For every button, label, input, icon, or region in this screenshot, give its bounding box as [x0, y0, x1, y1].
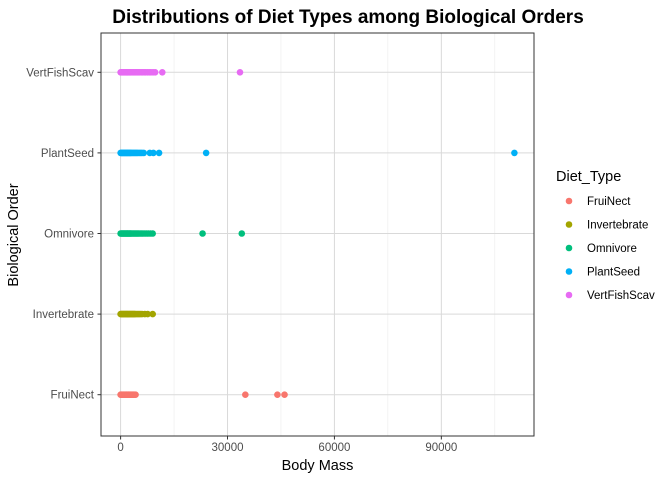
data-point-fruinect [132, 391, 139, 399]
data-point-plantseed [150, 149, 157, 157]
data-point-fruinect [242, 391, 249, 399]
y-axis-title: Biological Order [6, 183, 22, 286]
legend-key-plantseed [565, 268, 573, 275]
data-point-plantseed [155, 149, 163, 157]
data-point-vertfishscav [151, 69, 159, 76]
data-point-plantseed [202, 149, 210, 157]
data-point-fruinect [274, 391, 281, 399]
data-point-vertfishscav [236, 69, 244, 76]
x-axis-ticks: 0 30000 60000 90000 [117, 436, 457, 454]
y-tick-label: VertFishScav [26, 67, 94, 79]
data-point-fruinect [281, 391, 288, 399]
legend-title: Diet_Type [556, 169, 621, 185]
legend-label-fruinect: FruiNect [587, 196, 631, 208]
legend-label-vertfishscav: VertFishScav [587, 290, 655, 302]
data-point-invertebrate [149, 310, 156, 318]
data-point-omnivore [149, 230, 156, 237]
minor-gridlines [173, 33, 496, 436]
y-tick-label: PlantSeed [41, 148, 94, 160]
x-tick-label: 90000 [425, 442, 457, 454]
data-point-plantseed [140, 149, 148, 157]
legend-key-fruinect [565, 197, 573, 205]
data-point-omnivore [238, 230, 246, 237]
major-gridlines [101, 33, 534, 436]
y-axis-ticks: FruiNect Invertebrate Omnivore PlantSeed Ver… [26, 67, 101, 402]
x-tick-label: 0 [117, 442, 123, 454]
data-points [117, 69, 518, 399]
panel-border [100, 32, 535, 437]
chart-title: Distributions of Diet Types among Biolog… [112, 7, 584, 28]
y-tick-label: FruiNect [51, 390, 95, 402]
y-tick-label: Omnivore [44, 229, 94, 241]
y-tick-label: Invertebrate [33, 309, 94, 321]
legend-label-invertebrate: Invertebrate [587, 220, 648, 232]
legend-label-omnivore: Omnivore [587, 243, 637, 255]
legend: Diet_Type FruiNect Invertebrate Omnivore Pl… [556, 169, 655, 302]
x-axis-title: Body Mass [282, 458, 354, 474]
data-point-omnivore [199, 230, 206, 237]
data-point-invertebrate [144, 310, 151, 318]
legend-key-omnivore [565, 244, 573, 252]
x-tick-label: 60000 [318, 442, 350, 454]
legend-key-invertebrate [565, 221, 573, 228]
legend-items: FruiNect Invertebrate Omnivore PlantSeed Ver… [565, 196, 655, 302]
legend-label-plantseed: PlantSeed [587, 267, 640, 279]
data-point-plantseed [511, 149, 518, 157]
x-tick-label: 30000 [212, 442, 244, 454]
legend-key-vertfishscav [565, 291, 573, 299]
data-point-vertfishscav [158, 69, 166, 76]
